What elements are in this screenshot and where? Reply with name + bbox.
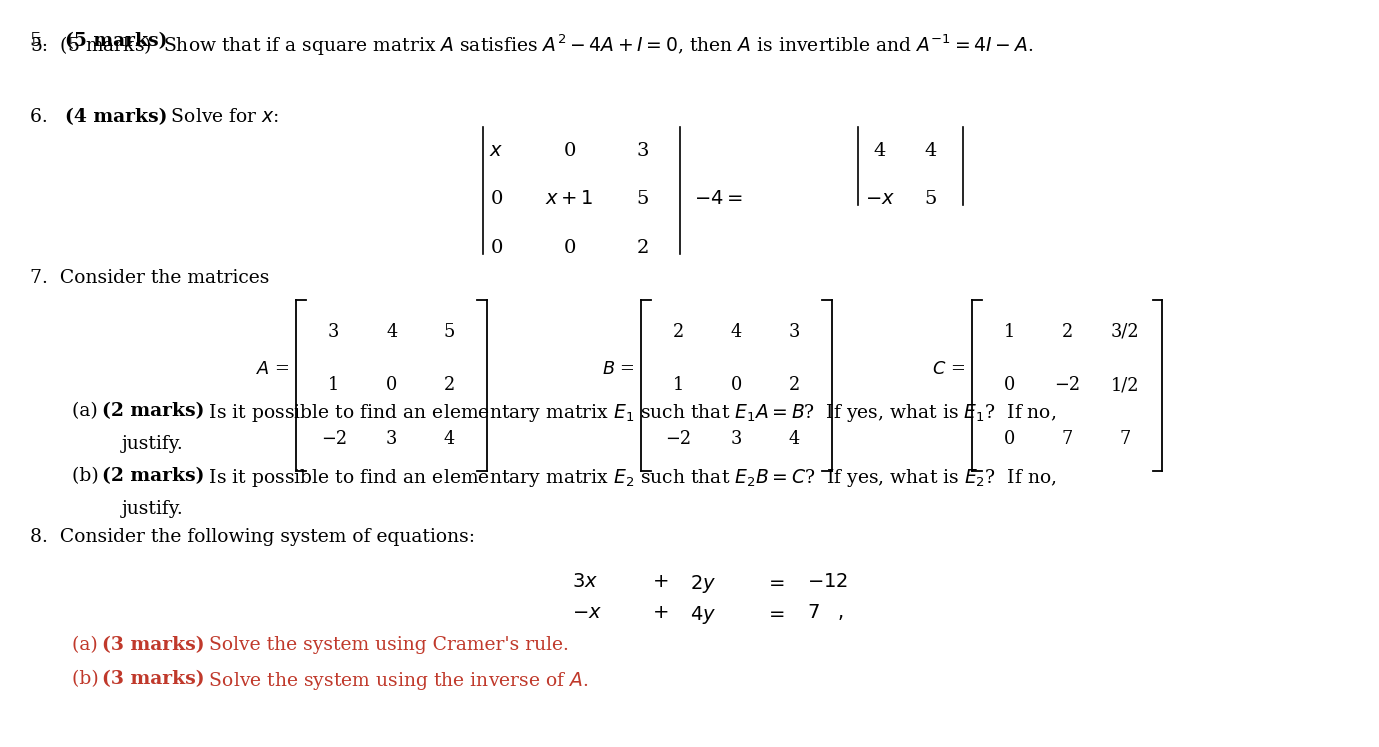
Text: 4: 4 bbox=[731, 323, 742, 341]
Text: 3: 3 bbox=[386, 430, 397, 448]
Text: $-x$: $-x$ bbox=[865, 190, 895, 208]
Text: 4: 4 bbox=[444, 430, 455, 448]
Text: (2 marks): (2 marks) bbox=[102, 402, 204, 420]
Text: 1/2: 1/2 bbox=[1111, 376, 1139, 394]
Text: 3: 3 bbox=[328, 323, 339, 341]
Text: 2: 2 bbox=[637, 239, 648, 257]
Text: 2: 2 bbox=[789, 376, 800, 394]
Text: 5: 5 bbox=[444, 323, 455, 341]
Text: (2 marks): (2 marks) bbox=[102, 467, 204, 485]
Text: 2: 2 bbox=[1062, 323, 1073, 341]
Text: Is it possible to find an elementary matrix $E_1$ such that $E_1 A = B$?  If yes: Is it possible to find an elementary mat… bbox=[197, 402, 1056, 424]
Text: Solve the system using Cramer's rule.: Solve the system using Cramer's rule. bbox=[197, 636, 570, 654]
Text: $+$: $+$ bbox=[652, 573, 669, 591]
Text: 7.  Consider the matrices: 7. Consider the matrices bbox=[30, 269, 270, 287]
Text: (3 marks): (3 marks) bbox=[102, 670, 204, 688]
Text: −2: −2 bbox=[666, 430, 691, 448]
Text: 0: 0 bbox=[1004, 376, 1015, 394]
Text: (a): (a) bbox=[72, 636, 109, 654]
Text: 4: 4 bbox=[874, 142, 885, 160]
Text: Solve for $x$:: Solve for $x$: bbox=[159, 108, 279, 126]
Text: 6.: 6. bbox=[30, 108, 61, 126]
Text: 2: 2 bbox=[673, 323, 684, 341]
Text: 0: 0 bbox=[491, 239, 502, 257]
Text: 8.  Consider the following system of equations:: 8. Consider the following system of equa… bbox=[30, 528, 476, 546]
Text: 0: 0 bbox=[1004, 430, 1015, 448]
Text: $3x$: $3x$ bbox=[572, 573, 598, 591]
Text: 5.: 5. bbox=[30, 32, 61, 50]
Text: Solve the system using the inverse of $A$.: Solve the system using the inverse of $A… bbox=[197, 670, 589, 692]
Text: 4: 4 bbox=[386, 323, 397, 341]
Text: 5: 5 bbox=[925, 190, 936, 208]
Text: (4 marks): (4 marks) bbox=[65, 108, 167, 126]
Text: $-x$: $-x$ bbox=[572, 604, 603, 622]
Text: $=$: $=$ bbox=[765, 604, 786, 622]
Text: −2: −2 bbox=[1055, 376, 1080, 394]
Text: 1: 1 bbox=[673, 376, 684, 394]
Text: $x+1$: $x+1$ bbox=[545, 190, 594, 208]
Text: $4y$: $4y$ bbox=[690, 604, 716, 625]
Text: 7: 7 bbox=[1062, 430, 1073, 448]
Text: 4: 4 bbox=[789, 430, 800, 448]
Text: 1: 1 bbox=[1004, 323, 1015, 341]
Text: $x$: $x$ bbox=[490, 142, 503, 160]
Text: (b): (b) bbox=[72, 670, 110, 688]
Text: Is it possible to find an elementary matrix $E_2$ such that $E_2 B = C$?  If yes: Is it possible to find an elementary mat… bbox=[197, 467, 1056, 489]
Text: $+$: $+$ bbox=[652, 604, 669, 622]
Text: −2: −2 bbox=[321, 430, 346, 448]
Text: justify.: justify. bbox=[121, 435, 183, 453]
Text: 3/2: 3/2 bbox=[1111, 323, 1139, 341]
Text: $7$: $7$ bbox=[807, 604, 819, 622]
Text: 1: 1 bbox=[328, 376, 339, 394]
Text: 0: 0 bbox=[564, 142, 575, 160]
Text: $C$ =: $C$ = bbox=[932, 360, 965, 378]
Text: 0: 0 bbox=[564, 239, 575, 257]
Text: 3: 3 bbox=[636, 142, 650, 160]
Text: (b): (b) bbox=[72, 467, 110, 485]
Text: 5: 5 bbox=[637, 190, 648, 208]
Text: 0: 0 bbox=[491, 190, 502, 208]
Text: $B$ =: $B$ = bbox=[601, 360, 634, 378]
Text: (a): (a) bbox=[72, 402, 109, 420]
Text: 4: 4 bbox=[925, 142, 936, 160]
Text: $=$: $=$ bbox=[765, 573, 786, 591]
Text: justify.: justify. bbox=[121, 500, 183, 518]
Text: 7: 7 bbox=[1120, 430, 1131, 448]
Text: 0: 0 bbox=[731, 376, 742, 394]
Text: $A$ =: $A$ = bbox=[256, 360, 290, 378]
Text: 5.  (5 marks)  Show that if a square matrix $A$ satisfies $A^2 - 4A + I = 0$, th: 5. (5 marks) Show that if a square matri… bbox=[30, 32, 1034, 58]
Text: $2y$: $2y$ bbox=[690, 573, 716, 595]
Text: (3 marks): (3 marks) bbox=[102, 636, 204, 654]
Text: (5 marks): (5 marks) bbox=[65, 32, 167, 50]
Text: 0: 0 bbox=[386, 376, 397, 394]
Text: $,$: $,$ bbox=[837, 604, 844, 622]
Text: 3: 3 bbox=[731, 430, 742, 448]
Text: 3: 3 bbox=[789, 323, 800, 341]
Text: 2: 2 bbox=[444, 376, 455, 394]
Text: $- 4 =$: $- 4 =$ bbox=[694, 190, 742, 208]
Text: $-12$: $-12$ bbox=[807, 573, 848, 591]
